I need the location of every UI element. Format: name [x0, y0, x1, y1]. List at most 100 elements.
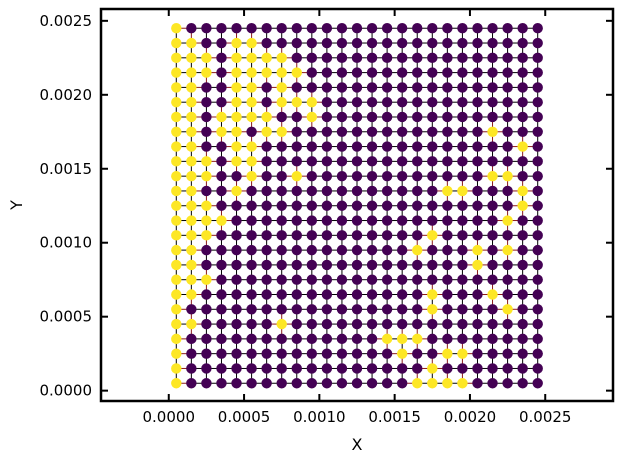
y-tick-label: 0.0005: [40, 308, 93, 326]
data-point: [412, 259, 423, 271]
data-point: [517, 23, 528, 34]
data-point: [457, 185, 468, 197]
data-point: [412, 304, 423, 315]
data-point: [487, 141, 498, 152]
data-point: [276, 348, 287, 359]
data-point: [412, 348, 423, 359]
data-point: [381, 200, 393, 211]
data-point: [321, 348, 333, 359]
data-point: [442, 200, 453, 211]
data-point: [517, 126, 528, 137]
data-point: [381, 156, 393, 167]
data-point: [201, 304, 212, 315]
data-point: [276, 126, 287, 137]
data-point: [216, 348, 227, 359]
data-point: [216, 185, 227, 197]
data-point: [517, 52, 528, 64]
data-point: [291, 126, 302, 137]
data-point: [396, 67, 408, 78]
data-point: [532, 82, 543, 93]
data-point: [201, 82, 212, 93]
data-point: [502, 318, 513, 330]
data-point: [351, 170, 363, 182]
data-point: [186, 200, 197, 211]
data-point: [381, 244, 393, 256]
data-point: [171, 52, 182, 64]
data-point: [366, 304, 378, 315]
data-point: [457, 23, 468, 34]
data-point: [532, 67, 543, 78]
data-point: [442, 230, 453, 241]
data-point: [246, 378, 257, 389]
data-point: [201, 156, 212, 167]
data-point: [186, 274, 197, 285]
data-point: [532, 200, 543, 211]
data-point: [231, 37, 242, 49]
data-point: [246, 363, 257, 374]
data-point: [321, 170, 333, 182]
data-point: [412, 156, 423, 167]
data-point: [291, 230, 302, 241]
data-point: [532, 259, 543, 271]
data-point: [306, 23, 318, 34]
data-point: [442, 259, 453, 271]
data-point: [306, 244, 318, 256]
data-point: [502, 259, 513, 271]
data-point: [231, 170, 242, 182]
data-point: [201, 126, 212, 137]
data-point: [532, 333, 543, 345]
data-point: [427, 23, 438, 34]
data-point: [442, 274, 453, 285]
data-point: [231, 274, 242, 285]
data-point: [366, 141, 378, 152]
data-point: [517, 259, 528, 271]
data-point: [276, 37, 287, 49]
x-axis-label: X: [352, 435, 363, 454]
data-point: [381, 348, 393, 359]
data-point: [171, 333, 182, 345]
data-point: [276, 378, 287, 389]
data-point: [291, 82, 302, 93]
data-point: [502, 37, 513, 49]
data-point: [216, 230, 227, 241]
data-point: [231, 230, 242, 241]
data-point: [412, 52, 423, 64]
data-point: [487, 170, 498, 182]
data-point: [457, 156, 468, 167]
data-point: [336, 304, 348, 315]
data-point: [186, 363, 197, 374]
data-point: [276, 141, 287, 152]
data-point: [336, 52, 348, 64]
data-point: [201, 37, 212, 49]
data-point: [517, 244, 528, 256]
data-point: [171, 348, 182, 359]
data-point: [306, 156, 318, 167]
data-point: [336, 111, 348, 123]
data-point: [186, 185, 197, 197]
data-point: [366, 274, 378, 285]
data-point: [321, 111, 333, 123]
data-point: [246, 215, 257, 226]
data-point: [517, 37, 528, 49]
data-point: [487, 348, 498, 359]
data-point: [412, 67, 423, 78]
data-point: [366, 333, 378, 345]
data-point: [261, 318, 272, 330]
data-point: [246, 52, 257, 64]
data-point: [336, 67, 348, 78]
data-point: [291, 141, 302, 152]
data-point: [186, 141, 197, 152]
data-point: [246, 111, 257, 123]
data-point: [457, 126, 468, 137]
data-point: [261, 96, 272, 108]
data-point: [502, 289, 513, 300]
data-point: [246, 348, 257, 359]
data-point: [261, 156, 272, 167]
data-point: [412, 37, 423, 49]
data-point: [276, 23, 287, 34]
data-point: [381, 304, 393, 315]
data-point: [201, 141, 212, 152]
x-tick-label: 0.0015: [368, 408, 421, 426]
data-point: [351, 156, 363, 167]
data-point: [261, 52, 272, 64]
